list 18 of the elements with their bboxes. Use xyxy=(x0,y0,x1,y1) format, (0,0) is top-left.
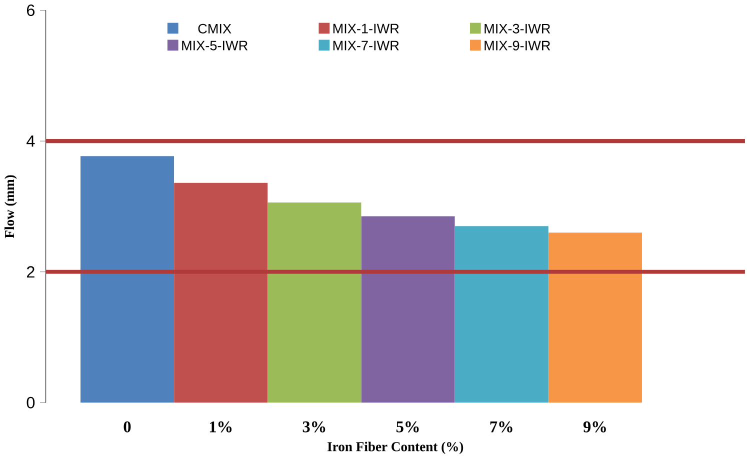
x-tick-label: 0 xyxy=(124,422,131,433)
legend-label: CMIX xyxy=(198,24,232,34)
y-tick-label: 6 xyxy=(26,4,35,16)
legend-label: MIX-3-IWR xyxy=(484,24,550,34)
y-tick-label: 0 xyxy=(26,397,35,409)
y-tick-label: 4 xyxy=(26,136,35,147)
legend-label: MIX-7-IWR xyxy=(333,41,399,50)
y-axis-title: Flow (mm) xyxy=(4,175,17,238)
x-tick-label: 1% xyxy=(210,422,232,433)
legend-label: MIX-9-IWR xyxy=(484,41,550,51)
x-tick-label: 9% xyxy=(583,422,606,433)
x-axis-title: Iron Fiber Content (%) xyxy=(328,442,464,454)
y-tick-label: 2 xyxy=(26,266,34,278)
legend-label: MIX-1-IWR xyxy=(333,24,399,34)
legend-label: MIX-5-IWR xyxy=(182,41,248,51)
x-tick-label: 5% xyxy=(396,422,419,433)
x-tick-label: 7% xyxy=(490,422,512,433)
x-tick-label: 3% xyxy=(302,422,326,433)
